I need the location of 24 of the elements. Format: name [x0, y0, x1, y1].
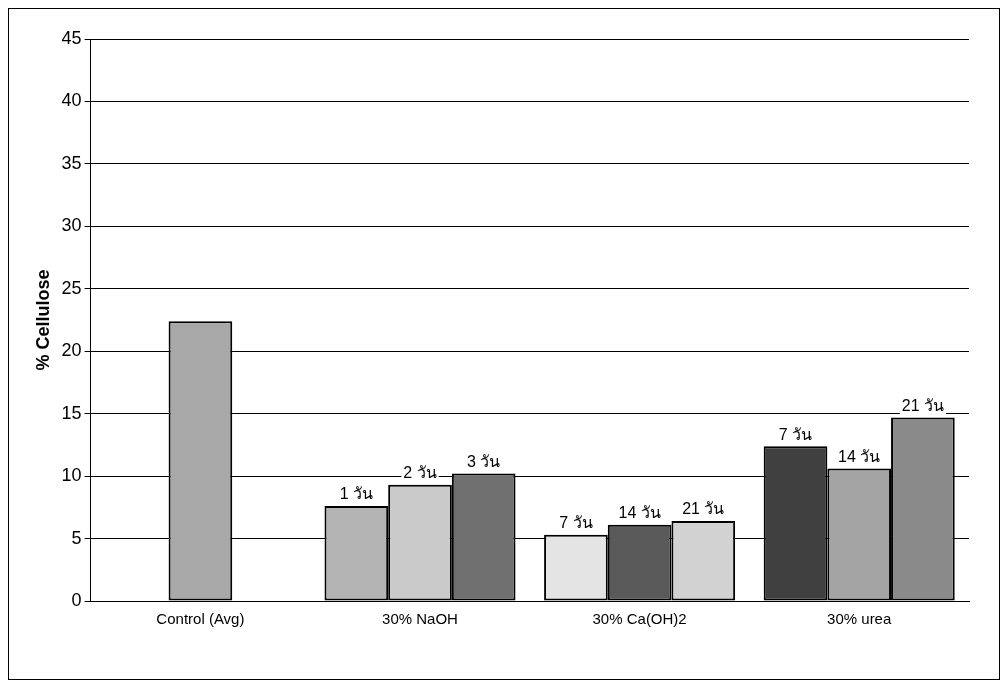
- y-tick-label: 15: [61, 402, 82, 423]
- y-tick-label: 25: [61, 277, 82, 298]
- y-tick-label: 5: [71, 527, 82, 548]
- annotation: 21 วัน: [901, 396, 945, 414]
- y-tick-label: 0: [71, 589, 82, 610]
- y-tick-label: 45: [61, 27, 82, 48]
- annotation: 21 วัน: [682, 500, 725, 518]
- annotation: 7 วัน: [778, 425, 813, 443]
- annotation: 14 วัน: [618, 504, 661, 522]
- y-tick-label: 40: [61, 90, 82, 111]
- y-tick-label: 20: [61, 340, 82, 361]
- x-tick-label: Control (Avg): [156, 610, 245, 628]
- x-tick-label: 30% NaOH: [382, 610, 458, 628]
- y-tick-label: 10: [61, 465, 82, 486]
- y-tick-label: 30: [61, 215, 82, 236]
- annotation: 1 วัน: [339, 485, 373, 503]
- x-tick-label: 30% urea: [827, 610, 892, 628]
- annotation: 2 วัน: [403, 464, 437, 482]
- y-axis-title: % Cellulose: [32, 269, 53, 371]
- x-tick-label: 30% Ca(OH)2: [592, 610, 687, 628]
- annotation: 14 วัน: [838, 448, 881, 466]
- annotation: 7 วัน: [559, 514, 593, 532]
- annotation: 3 วัน: [467, 453, 501, 471]
- y-tick-label: 35: [61, 152, 82, 173]
